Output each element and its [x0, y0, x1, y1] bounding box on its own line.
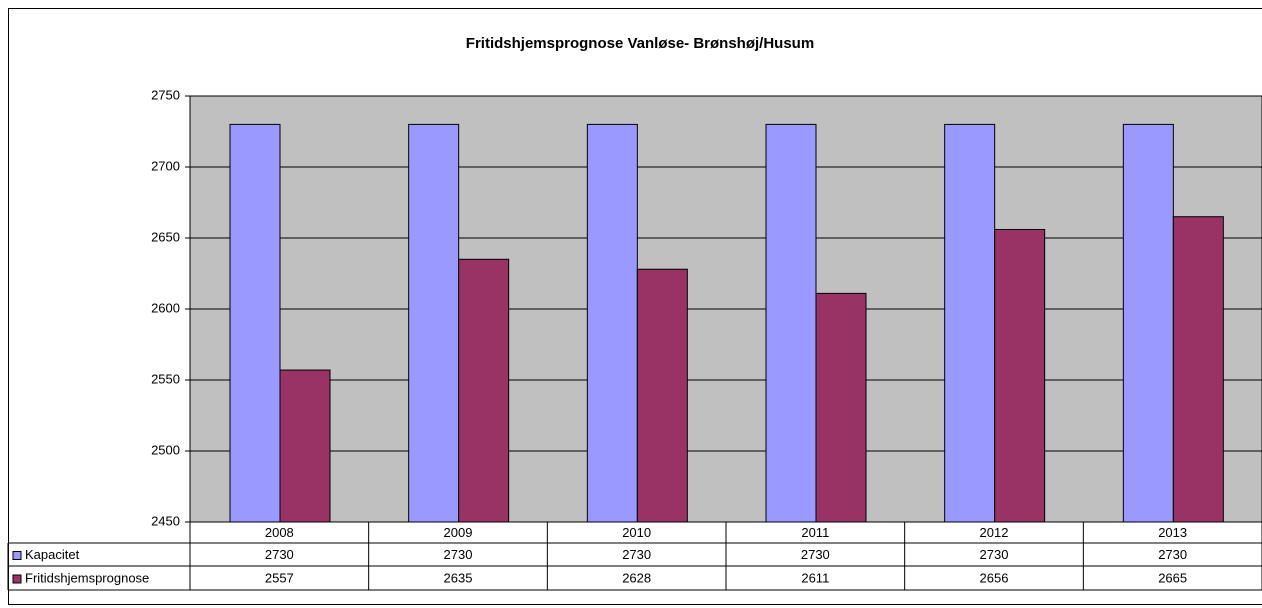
bar	[229, 123, 281, 523]
bar	[458, 258, 510, 523]
table-value: 2656	[980, 570, 1009, 585]
table-value: 2665	[1158, 570, 1187, 585]
chart-title: Fritidshjemsprognose Vanløse- Brønshøj/H…	[466, 35, 814, 52]
x-tick-label: 2009	[444, 525, 473, 540]
table-value: 2628	[622, 570, 651, 585]
y-tick-label: 2750	[151, 87, 180, 102]
table-value: 2730	[980, 547, 1009, 562]
y-tick-label: 2450	[151, 513, 180, 528]
bar	[636, 268, 688, 523]
bar	[586, 123, 638, 523]
legend-key	[12, 551, 22, 560]
bar	[279, 369, 331, 523]
x-tick-label: 2013	[1158, 525, 1187, 540]
legend-label: Fritidshjemsprognose	[25, 570, 149, 585]
table-value: 2730	[622, 547, 651, 562]
bar	[408, 123, 460, 523]
legend-label: Kapacitet	[25, 547, 80, 562]
x-tick-label: 2010	[622, 525, 651, 540]
bar	[944, 123, 996, 523]
bar	[815, 292, 867, 523]
y-tick-label: 2500	[151, 442, 180, 457]
y-tick-label: 2600	[151, 300, 180, 315]
table-value: 2730	[265, 547, 294, 562]
y-tick-label: 2550	[151, 371, 180, 386]
x-tick-label: 2008	[265, 525, 294, 540]
y-tick-label: 2700	[151, 158, 180, 173]
table-value: 2730	[1158, 547, 1187, 562]
legend-key	[12, 574, 22, 584]
bar	[1122, 123, 1174, 523]
table-value: 2635	[444, 570, 473, 585]
bar	[765, 123, 817, 523]
table-value: 2557	[265, 570, 294, 585]
x-tick-label: 2011	[801, 525, 829, 540]
bar	[994, 228, 1046, 523]
x-tick-label: 2012	[980, 525, 1009, 540]
table-value: 2730	[444, 547, 473, 562]
table-value: 2611	[801, 570, 829, 585]
y-tick-label: 2650	[151, 229, 180, 244]
table-value: 2730	[801, 547, 830, 562]
bar	[1172, 216, 1224, 523]
